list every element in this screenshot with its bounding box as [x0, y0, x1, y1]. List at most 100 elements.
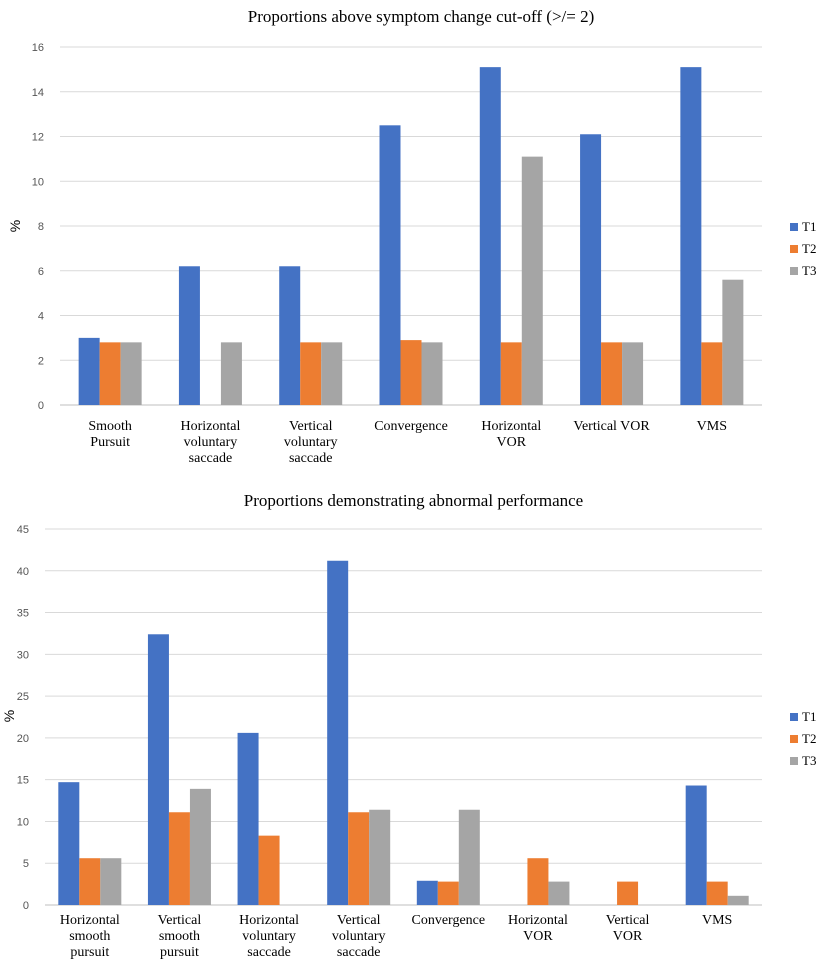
category-label-line: Vertical: [337, 913, 381, 928]
y-tick-label: 12: [32, 132, 44, 144]
y-tick-label: 2: [38, 355, 44, 367]
bar-t3: [421, 342, 443, 405]
legend-swatch-t2: [790, 245, 798, 253]
y-tick-label: 5: [23, 858, 29, 870]
bar-t3: [321, 342, 343, 405]
x-category-label: Convergence: [412, 913, 486, 928]
legend-label: T3: [802, 753, 816, 768]
x-category-label: Vertical voluntary saccade: [284, 419, 338, 466]
bar-t1: [416, 880, 438, 905]
bar-t2: [437, 881, 459, 905]
category-label-line: VOR: [523, 929, 553, 944]
x-category-label: Smooth Pursuit: [88, 419, 132, 450]
y-tick-label: 4: [38, 311, 44, 323]
bar-t2: [79, 858, 101, 905]
category-label-line: voluntary: [184, 435, 238, 450]
x-category-label: VMS: [702, 913, 732, 928]
bar-t3: [548, 881, 570, 905]
category-label-line: saccade: [247, 945, 291, 960]
category-label-line: Vertical: [289, 419, 333, 434]
bar-t1: [479, 67, 501, 405]
category-label-line: Horizontal: [239, 913, 299, 928]
y-tick-label: 0: [38, 400, 44, 412]
y-tick-label: 14: [32, 87, 44, 99]
legend-swatch-t3: [790, 267, 798, 275]
x-category-label: Horizontal VOR: [481, 419, 541, 450]
legend-label: T3: [802, 263, 816, 278]
category-label-line: Horizontal: [180, 419, 240, 434]
x-category-label: Horizontal smooth pursuit: [60, 913, 120, 960]
bar-t2: [99, 342, 121, 405]
bar-t1: [237, 732, 259, 905]
category-label-line: Horizontal: [60, 913, 120, 928]
y-tick-label: 40: [17, 566, 29, 578]
category-label-line: voluntary: [284, 435, 338, 450]
x-category-label: Vertical VOR: [606, 913, 650, 944]
bar-t1: [580, 134, 602, 405]
legend-label: T2: [802, 241, 816, 256]
chart-title: Proportions demonstrating abnormal perfo…: [244, 491, 583, 510]
y-tick-label: 16: [32, 42, 44, 54]
bar-t3: [458, 809, 480, 905]
y-tick-label: 6: [38, 266, 44, 278]
bar-t1: [279, 266, 301, 405]
y-tick-label: 10: [17, 816, 29, 828]
category-label-line: smooth: [69, 929, 110, 944]
category-label-line: saccade: [189, 451, 233, 466]
category-label-line: saccade: [337, 945, 381, 960]
category-label-line: voluntary: [332, 929, 386, 944]
x-category-label: Vertical VOR: [573, 419, 650, 434]
x-category-label: Convergence: [374, 419, 448, 434]
bar-t3: [727, 895, 749, 905]
x-category-label: Horizontal voluntary saccade: [239, 913, 299, 960]
bar-t1: [327, 560, 349, 905]
category-label-line: Smooth: [88, 419, 132, 434]
category-label-line: Horizontal: [508, 913, 568, 928]
bar-t1: [178, 266, 200, 405]
y-tick-label: 30: [17, 649, 29, 661]
chart-symptom-change: Proportions above symptom change cut-off…: [7, 7, 816, 466]
x-category-label: Vertical smooth pursuit: [158, 913, 202, 960]
bar-t2: [400, 340, 422, 405]
bar-t1: [379, 125, 401, 405]
x-category-label: VMS: [697, 419, 727, 434]
category-label-line: Convergence: [412, 913, 486, 928]
y-tick-label: 25: [17, 691, 29, 703]
legend-swatch-t3: [790, 757, 798, 765]
category-label-line: pursuit: [70, 945, 109, 960]
legend-label: T1: [802, 709, 816, 724]
category-label-line: Vertical VOR: [573, 419, 650, 434]
bar-t1: [78, 337, 100, 405]
chart-title: Proportions above symptom change cut-off…: [248, 7, 595, 26]
bar-t2: [168, 812, 190, 905]
bar-t2: [601, 342, 623, 405]
category-label-line: Pursuit: [90, 435, 130, 450]
bar-t2: [300, 342, 322, 405]
bar-t2: [258, 835, 280, 905]
bar-t1: [147, 634, 169, 905]
category-label-line: VMS: [702, 913, 732, 928]
bar-t3: [220, 342, 242, 405]
bar-t2: [617, 881, 639, 905]
y-tick-label: 20: [17, 733, 29, 745]
bar-t1: [680, 67, 702, 405]
category-label-line: Vertical: [158, 913, 202, 928]
y-tick-label: 15: [17, 775, 29, 787]
y-tick-label: 10: [32, 176, 44, 188]
legend-label: T2: [802, 731, 816, 746]
bar-t2: [706, 881, 728, 905]
category-label-line: saccade: [289, 451, 333, 466]
category-label-line: Convergence: [374, 419, 448, 434]
legend-swatch-t1: [790, 713, 798, 721]
bar-t3: [521, 156, 543, 405]
bar-t3: [100, 858, 122, 905]
bar-t3: [189, 788, 211, 905]
category-label-line: voluntary: [242, 929, 296, 944]
y-axis-label: %: [7, 220, 23, 232]
bar-t3: [722, 279, 744, 405]
category-label-line: smooth: [159, 929, 200, 944]
legend-swatch-t2: [790, 735, 798, 743]
category-label-line: VOR: [497, 435, 527, 450]
chart-abnormal-performance: Proportions demonstrating abnormal perfo…: [1, 491, 816, 960]
category-label-line: Vertical: [606, 913, 650, 928]
